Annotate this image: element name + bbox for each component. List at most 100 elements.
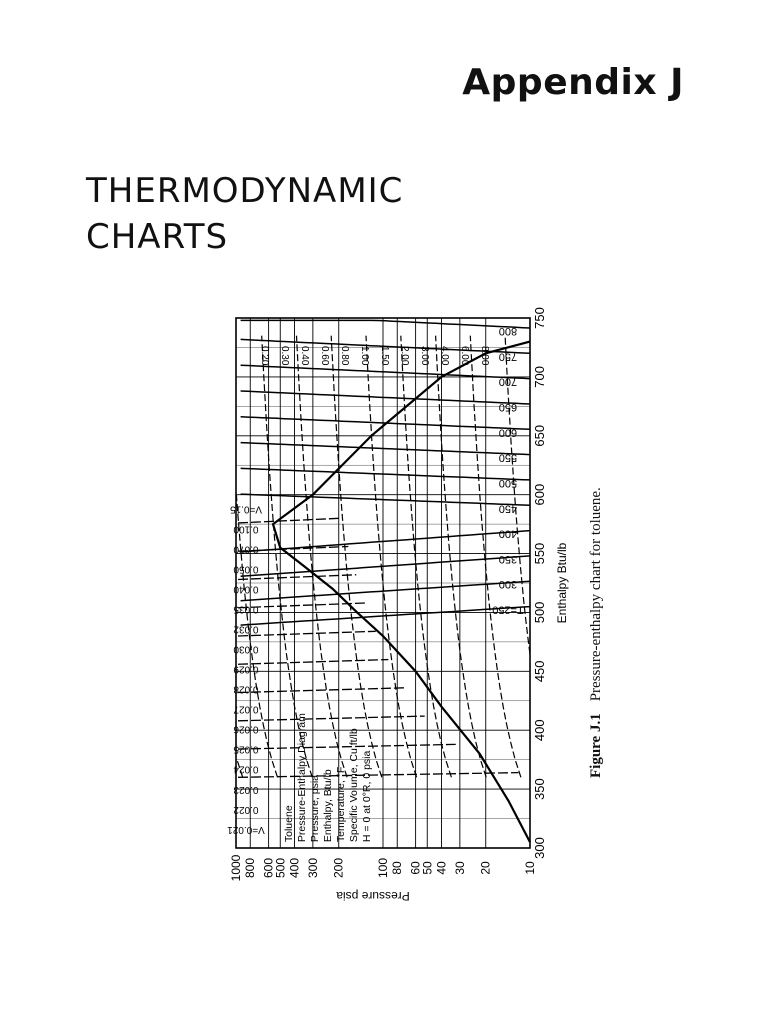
isotherm-line [240, 529, 531, 553]
legend-line: Toluene [283, 805, 295, 842]
liquid-volume-line [237, 771, 519, 778]
volume-label-vapor: 4.00 [439, 346, 450, 366]
x-tick-label: 700 [532, 366, 547, 388]
y-tick-label: 20 [479, 861, 493, 875]
isotherm-line [240, 338, 531, 355]
liquid-volume-line [237, 545, 349, 552]
volume-line [469, 335, 522, 778]
volume-label-liquid: 0.070 [233, 543, 258, 554]
volume-label-vapor: 0.30 [279, 346, 290, 366]
volume-label-liquid: 0.024 [233, 764, 258, 775]
isotherm-line [240, 580, 531, 602]
x-tick-label: 550 [532, 543, 547, 565]
y-tick-label: 100 [376, 858, 390, 878]
isotherm-label: 300 [499, 578, 517, 590]
volume-label-liquid: 0.025 [233, 744, 258, 755]
isotherm-line [240, 467, 531, 481]
volume-label-vapor: 1.50 [379, 346, 390, 366]
isotherm-label: T=250 [492, 604, 524, 616]
volume-label-liquid: 0.029 [233, 664, 258, 675]
volume-label-liquid: 0.027 [233, 704, 258, 715]
liquid-volume-line [237, 630, 376, 637]
chart-labels: 3003504004505005506006507007501020304050… [227, 307, 569, 903]
volume-label-liquid: V=0.15 [230, 503, 262, 514]
volume-label-liquid: 0.026 [233, 724, 258, 735]
volume-line [435, 335, 487, 778]
volume-label-vapor: 6.00 [459, 346, 470, 366]
volume-label-liquid: 0.035 [233, 604, 258, 615]
isotherm-label: 600 [499, 426, 517, 438]
grid-lines [235, 317, 531, 849]
x-tick-label: 300 [532, 837, 547, 859]
figure-caption: Figure J.1 Pressure-enthalpy chart for to… [588, 458, 608, 778]
x-tick-label: 750 [532, 307, 547, 329]
isotherm-label: 550 [499, 452, 517, 464]
appendix-heading: Appendix J [462, 62, 684, 103]
volume-label-vapor: 1.00 [359, 346, 370, 366]
title-line-1: THERMODYNAMIC [86, 171, 404, 211]
volume-label-liquid: 0.050 [233, 564, 258, 575]
legend-line: Pressure, psia [309, 775, 321, 842]
volume-label-vapor: 2.00 [399, 346, 410, 366]
x-tick-label: 600 [532, 484, 547, 506]
x-tick-label: 400 [532, 719, 547, 741]
liquid-volume-line [237, 687, 404, 694]
volume-label-vapor: 3.00 [419, 346, 430, 366]
isotherm-label: 750 [499, 350, 517, 362]
plot-frame [235, 317, 531, 849]
volume-label-liquid: 0.022 [233, 804, 258, 815]
isotherm-line [240, 319, 531, 329]
title-line-2: CHARTS [86, 217, 229, 257]
legend-line: Specific Volume, Cu ft/lb [348, 728, 360, 842]
volume-line [261, 335, 313, 778]
x-tick-label: 650 [532, 425, 547, 447]
y-tick-label: 400 [287, 858, 301, 878]
isotherm-line [240, 605, 531, 626]
x-axis-title: Enthalpy Btu/lb [555, 542, 569, 623]
isotherm-line [240, 441, 531, 456]
y-tick-label: 10 [523, 861, 537, 875]
volume-label-vapor: 0.20 [259, 346, 270, 366]
liquid-volume-line [237, 602, 366, 609]
isotherm-label: 700 [499, 376, 517, 388]
y-tick-label: 300 [306, 858, 320, 878]
x-tick-label: 500 [532, 602, 547, 624]
isotherm-label: 500 [499, 477, 517, 489]
isotherm-label: 450 [499, 502, 517, 514]
volume-label-liquid: 0.032 [233, 624, 258, 635]
liquid-volume-line [237, 658, 389, 665]
isotherm-label: 650 [499, 401, 517, 413]
legend-line: Pressure-Enthalpy Diagram [296, 713, 308, 842]
volume-label-vapor: 0.80 [339, 346, 350, 366]
volume-line [235, 494, 279, 778]
y-tick-label: 80 [390, 861, 404, 875]
liquid-volume-line [237, 574, 357, 581]
y-tick-label: 500 [273, 858, 287, 878]
volume-line [400, 335, 452, 778]
x-tick-label: 350 [532, 778, 547, 800]
isotherm-line [240, 364, 531, 380]
y-tick-label: 600 [262, 858, 276, 878]
volume-label-liquid: 0.040 [233, 584, 258, 595]
liquid-volume-line [237, 517, 342, 524]
isotherm-label: 800 [499, 325, 517, 337]
figure-caption-text: Pressure-enthalpy chart for toluene. [588, 487, 604, 702]
volume-line [365, 335, 418, 778]
volume-label-liquid: 0.030 [233, 644, 258, 655]
x-tick-label: 450 [532, 660, 547, 682]
y-tick-label: 50 [420, 861, 434, 875]
liquid-volume-line [237, 743, 456, 750]
isotherm-label: 400 [499, 528, 517, 540]
isotherm-line [240, 416, 531, 431]
volume-line [236, 759, 244, 778]
y-tick-label: 800 [243, 858, 257, 878]
figure-label: Figure J.1 [588, 713, 604, 778]
y-tick-label: 30 [453, 861, 467, 875]
volume-label-liquid: V=0.021 [227, 824, 265, 835]
chart-curves [235, 319, 531, 843]
volume-label-liquid: 0.100 [233, 523, 258, 534]
legend-line: H = 0 at 0°R, 0 psia [361, 750, 373, 842]
isotherm-line [240, 493, 531, 507]
volume-label-vapor: 0.60 [319, 346, 330, 366]
volume-line [295, 335, 348, 778]
